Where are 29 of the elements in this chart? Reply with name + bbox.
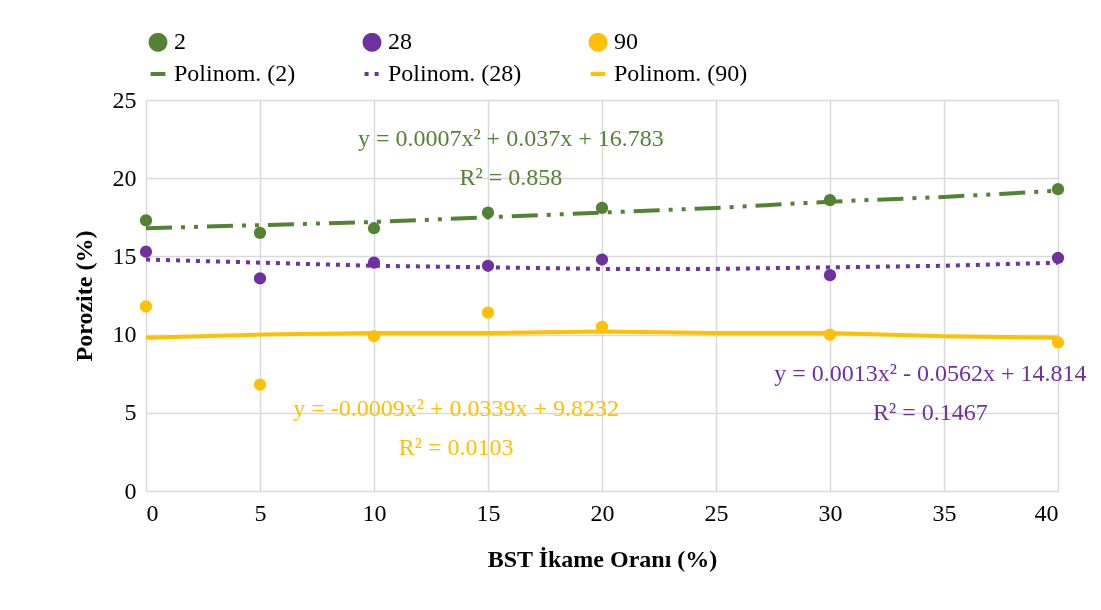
y-tick-label: 10 <box>112 321 137 348</box>
x-tick-label: 30 <box>818 499 843 526</box>
annotation: y = 0.0007x² + 0.037x + 16.783 <box>357 125 664 152</box>
legend-label: Polinom. (28) <box>388 60 522 86</box>
legend-label: 28 <box>388 28 412 55</box>
x-axis-title: BST İkame Oranı (%) <box>487 545 718 572</box>
x-tick-label: 40 <box>1034 499 1059 526</box>
annotation: y = -0.0009x² + 0.0339x + 9.8232 <box>293 394 619 421</box>
x-tick-label: 15 <box>476 499 501 526</box>
annotation: R² = 0.858 <box>459 164 563 191</box>
y-tick-label: 5 <box>124 399 137 426</box>
y-tick-label: 25 <box>112 86 137 113</box>
x-tick-label: 5 <box>254 499 267 526</box>
annotation: R² = 0.1467 <box>872 398 988 425</box>
y-tick-label: 20 <box>112 164 137 191</box>
annotation: R² = 0.0103 <box>398 433 514 460</box>
y-tick-label: 15 <box>112 242 137 269</box>
y-tick-label: 0 <box>124 477 137 504</box>
x-tick-label: 35 <box>932 499 957 526</box>
x-tick-label: 10 <box>362 499 387 526</box>
legend-label: 2 <box>174 28 186 55</box>
legend-label: Polinom. (90) <box>614 60 748 86</box>
x-tick-label: 0 <box>146 499 159 526</box>
legend-label: Polinom. (2) <box>174 60 296 86</box>
annotation: y = 0.0013x² - 0.0562x + 14.814 <box>774 359 1087 386</box>
x-tick-label: 20 <box>590 499 615 526</box>
legend-label: 90 <box>614 28 638 55</box>
y-axis-title: Porozite (%) <box>70 230 97 362</box>
x-tick-label: 25 <box>704 499 729 526</box>
